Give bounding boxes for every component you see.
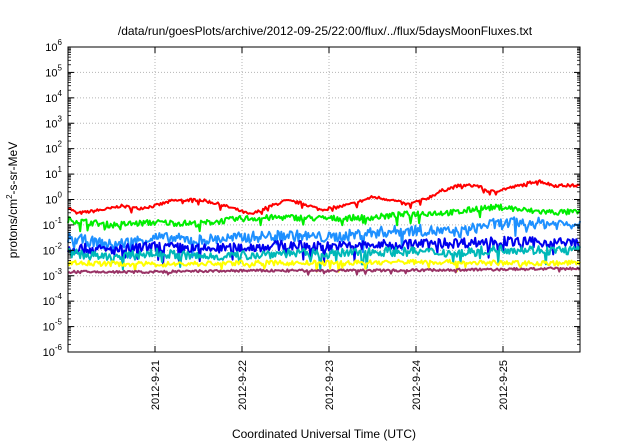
y-tick-exponent: 0 — [58, 191, 63, 200]
series-line-1 — [67, 179, 581, 215]
series-line-2 — [67, 203, 581, 233]
y-tick-base: 10 — [45, 118, 57, 130]
y-tick-label: 10-4 — [43, 292, 63, 308]
y-tick-base: 10 — [43, 296, 55, 308]
y-tick-label: 103 — [45, 114, 62, 130]
series-line-3 — [67, 216, 581, 260]
y-tick-exponent: 3 — [58, 114, 63, 123]
y-tick-base: 10 — [43, 220, 55, 232]
y-tick-base: 10 — [45, 144, 57, 156]
data-series — [67, 179, 581, 276]
x-tick-label: 2012-9-21 — [150, 360, 162, 410]
y-tick-label: 10-3 — [43, 267, 63, 283]
y-tick-base: 10 — [43, 322, 55, 334]
x-tick-label: 2012-9-22 — [237, 360, 249, 410]
y-tick-exponent: -4 — [55, 292, 63, 301]
y-tick-base: 10 — [43, 347, 55, 359]
y-tick-exponent: 5 — [58, 63, 63, 72]
y-tick-exponent: -3 — [55, 267, 63, 276]
y-tick-exponent: -2 — [55, 241, 63, 250]
y-tick-label: 105 — [45, 63, 62, 79]
x-tick-label: 2012-9-24 — [411, 360, 423, 410]
y-tick-base: 10 — [43, 245, 55, 257]
series-line-5 — [67, 244, 581, 271]
y-tick-base: 10 — [43, 271, 55, 283]
y-tick-exponent: -1 — [55, 216, 63, 225]
y-tick-base: 10 — [45, 195, 57, 207]
series-line-7 — [67, 266, 581, 276]
y-tick-base: 10 — [45, 93, 57, 105]
y-tick-label: 101 — [45, 165, 62, 181]
y-label-sup: 2 — [5, 194, 14, 199]
y-axis-label: protons/cm2-s-sr-MeV — [5, 142, 20, 258]
y-tick-label: 100 — [45, 191, 62, 207]
x-tick-label: 2012-9-25 — [498, 360, 510, 410]
y-tick-base: 10 — [45, 169, 57, 181]
y-tick-base: 10 — [45, 42, 57, 54]
y-tick-label: 10-1 — [43, 216, 63, 232]
y-tick-label: 10-5 — [43, 318, 63, 334]
y-tick-base: 10 — [45, 67, 57, 79]
series-line-6 — [67, 258, 581, 273]
y-tick-exponent: 4 — [58, 89, 63, 98]
y-tick-label: 106 — [45, 38, 62, 54]
x-axis-label: Coordinated Universal Time (UTC) — [232, 427, 416, 441]
y-tick-exponent: 2 — [58, 140, 63, 149]
chart-title: /data/run/goesPlots/archive/2012-09-25/2… — [118, 24, 533, 38]
y-tick-exponent: -6 — [55, 343, 63, 352]
y-tick-exponent: -5 — [55, 318, 63, 327]
y-label-base: protons/cm — [6, 199, 20, 258]
x-tick-label: 2012-9-23 — [324, 360, 336, 410]
y-tick-label: 102 — [45, 140, 62, 156]
y-tick-exponent: 6 — [58, 38, 63, 47]
y-tick-exponent: 1 — [58, 165, 63, 174]
y-tick-label: 104 — [45, 89, 62, 105]
y-tick-label: 10-2 — [43, 241, 63, 257]
y-label-rest: -s-sr-MeV — [6, 142, 20, 195]
grid-lines — [68, 47, 580, 352]
x-tick-labels: 2012-9-21 2012-9-22 2012-9-23 2012-9-24 2012… — [150, 360, 510, 410]
y-tick-labels: 10-610-510-410-310-210-11001011021031041… — [43, 38, 63, 359]
y-tick-label: 10-6 — [43, 343, 63, 359]
axis-ticks — [68, 46, 580, 353]
